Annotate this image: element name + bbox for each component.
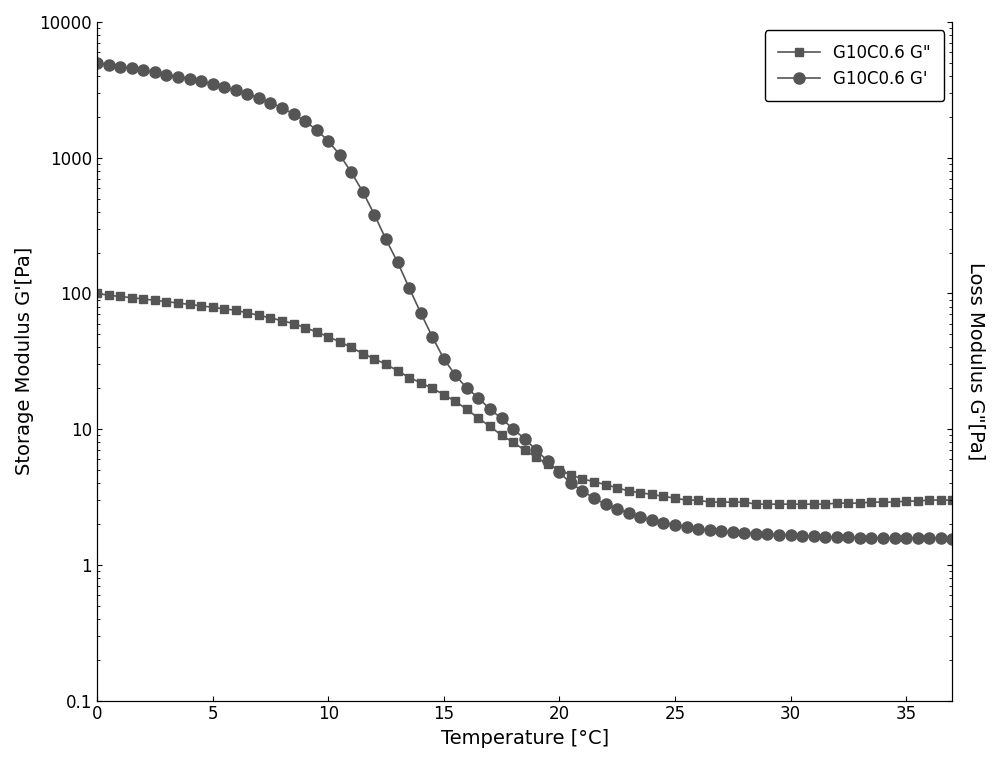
G10C0.6 G" <box>785 500 797 509</box>
G10C0.6 G" <box>160 297 172 306</box>
G10C0.6 G' <box>946 534 958 543</box>
X-axis label: Temperature [°C]: Temperature [°C] <box>441 729 609 748</box>
G10C0.6 G' <box>91 58 103 67</box>
G10C0.6 G" <box>750 500 762 509</box>
Legend: G10C0.6 G", G10C0.6 G': G10C0.6 G", G10C0.6 G' <box>765 31 944 101</box>
G10C0.6 G' <box>738 528 750 537</box>
Line: G10C0.6 G': G10C0.6 G' <box>91 57 958 544</box>
Y-axis label: Storage Modulus G'[Pa]: Storage Modulus G'[Pa] <box>15 247 34 475</box>
G10C0.6 G' <box>761 530 773 539</box>
Y-axis label: Loss Modulus G"[Pa]: Loss Modulus G"[Pa] <box>966 262 985 460</box>
G10C0.6 G" <box>865 497 877 507</box>
G10C0.6 G" <box>738 497 750 507</box>
G10C0.6 G' <box>796 532 808 541</box>
G10C0.6 G" <box>773 500 785 509</box>
G10C0.6 G" <box>946 495 958 504</box>
G10C0.6 G" <box>808 500 820 509</box>
G10C0.6 G' <box>773 530 785 539</box>
G10C0.6 G' <box>160 70 172 79</box>
G10C0.6 G" <box>91 289 103 298</box>
G10C0.6 G' <box>854 533 866 542</box>
Line: G10C0.6 G": G10C0.6 G" <box>93 289 957 508</box>
